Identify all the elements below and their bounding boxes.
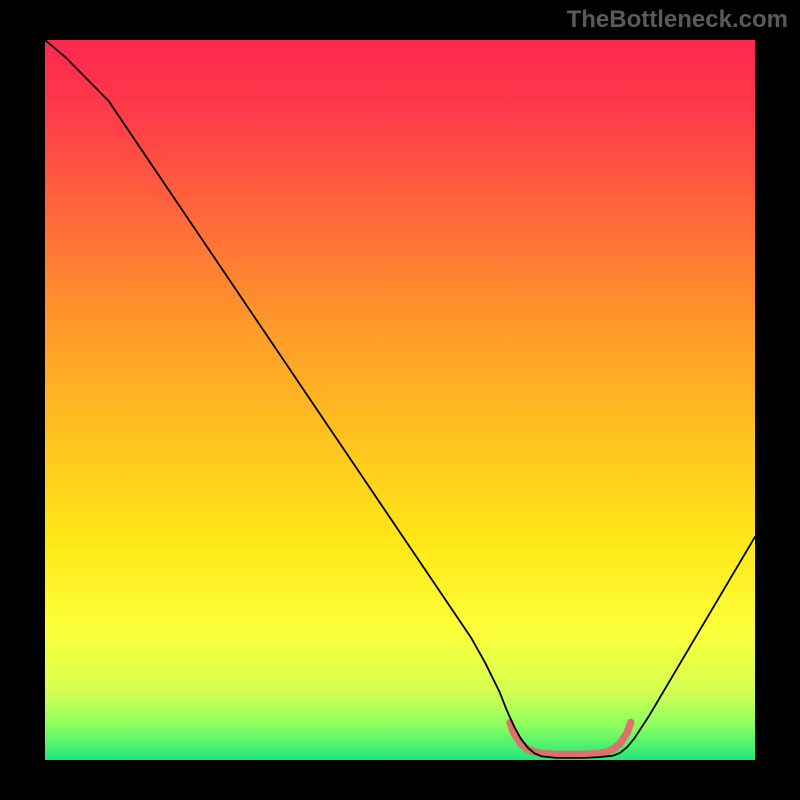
plot-area bbox=[45, 40, 755, 760]
plot-svg bbox=[45, 40, 755, 760]
canvas-root: TheBottleneck.com bbox=[0, 0, 800, 800]
watermark-text: TheBottleneck.com bbox=[567, 6, 788, 34]
heatmap-gradient bbox=[45, 40, 755, 760]
